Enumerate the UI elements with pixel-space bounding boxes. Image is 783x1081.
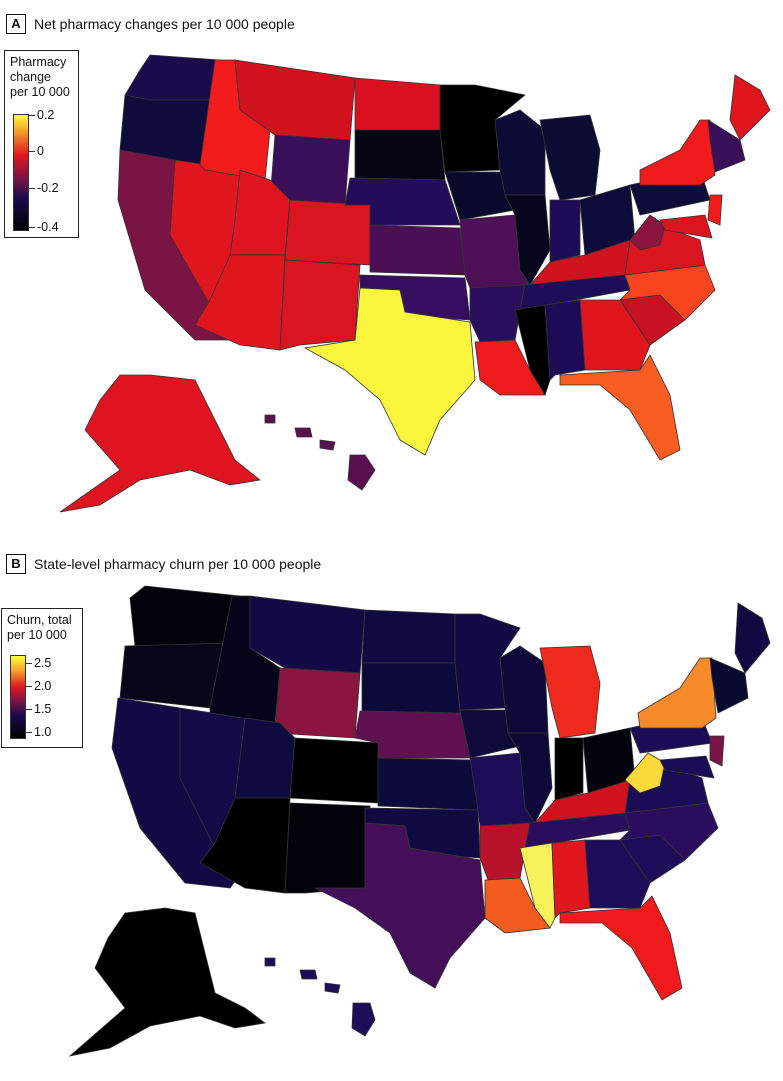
panel-b-title: State-level pharmacy churn per 10 000 pe… (34, 556, 322, 572)
state-ME (729, 74, 771, 141)
state-SD (361, 662, 461, 714)
island-HI-1 (264, 957, 276, 967)
legend-a-colorbar (13, 114, 29, 231)
state-NC (618, 802, 719, 861)
state-FL (559, 354, 681, 461)
legend-b-title-line: per 10 000 (7, 628, 67, 642)
state-TX (303, 287, 476, 456)
state-WV (624, 752, 666, 794)
state-MS (519, 842, 556, 929)
states-b (68, 585, 771, 1057)
states-a (59, 54, 771, 513)
state-AL (551, 839, 591, 919)
state-KS (369, 224, 466, 276)
legend-a-tick: -0.4 (29, 220, 59, 234)
state-WA (129, 585, 241, 647)
state-NJ (707, 194, 723, 226)
island-HI-1 (264, 414, 276, 424)
legend-b-colorbar (10, 655, 26, 739)
state-GA (584, 839, 651, 909)
state-WY (274, 667, 361, 739)
legend-a-title-line: Pharmacy (10, 55, 67, 69)
panel-a-header: A Net pharmacy changes per 10 000 people (6, 14, 295, 34)
state-MI (539, 114, 601, 201)
state-AL (544, 299, 586, 381)
state-MD (659, 755, 715, 779)
state-MD (659, 214, 713, 239)
state-NC (618, 264, 716, 321)
legend-b-tick: 2.0 (25, 679, 52, 693)
panel-net-pharmacy-changes: A Net pharmacy changes per 10 000 people (0, 0, 783, 530)
state-CO (284, 199, 371, 266)
legend-a-title-line: per 10 000 (10, 85, 70, 99)
legend-a-tick: 0 (29, 144, 44, 158)
island-HI-3 (324, 982, 341, 994)
state-FL (559, 895, 683, 1001)
state-IN (554, 737, 584, 801)
legend-a-tick: -0.2 (29, 181, 59, 195)
state-IN (549, 199, 581, 263)
state-WI (499, 645, 549, 734)
legend-b-title: Churn, total per 10 000 (7, 613, 72, 643)
state-HI (351, 1002, 376, 1037)
state-ME (734, 602, 771, 674)
us-map-churn (68, 585, 771, 1057)
legend-b-tick: 2.5 (25, 656, 52, 670)
state-ND (361, 609, 456, 664)
legend-b-tick: 1.0 (25, 725, 52, 739)
state-newengland (707, 119, 746, 173)
panel-b-header: B State-level pharmacy churn per 10 000 … (6, 554, 321, 574)
legend-a-title-line: change (10, 70, 52, 84)
state-MS (514, 304, 551, 396)
state-MI (539, 645, 601, 739)
island-HI-3 (319, 439, 336, 451)
state-WI (494, 109, 546, 196)
state-newengland (709, 657, 749, 714)
state-AZ (194, 254, 286, 351)
state-NY (639, 119, 716, 186)
state-NY (637, 657, 717, 729)
state-TX (314, 822, 486, 989)
state-UT (234, 717, 296, 799)
state-ND (354, 77, 441, 131)
panel-b-letter: B (6, 554, 26, 574)
state-KS (377, 757, 479, 811)
state-AK (68, 907, 266, 1057)
island-HI-2 (294, 427, 313, 438)
legend-b-tick: 1.5 (25, 702, 52, 716)
panel-a-title: Net pharmacy changes per 10 000 people (34, 16, 295, 32)
state-AK (59, 374, 261, 513)
legend-net-change: Pharmacy change per 10 000 0.2 0 -0.2 -0… (4, 50, 79, 238)
state-WV (629, 214, 666, 251)
state-WA (124, 54, 221, 101)
state-NM (279, 259, 361, 351)
legend-b-title-line: Churn, total (7, 613, 72, 627)
us-map-net-change (59, 54, 771, 513)
state-SD (354, 129, 446, 181)
state-CO (289, 737, 381, 804)
state-GA (579, 299, 651, 371)
legend-churn: Churn, total per 10 000 2.5 2.0 1.5 1.0 (1, 608, 83, 748)
legend-a-title: Pharmacy change per 10 000 (10, 55, 70, 100)
panel-pharmacy-churn: B State-level pharmacy churn per 10 000 … (0, 548, 783, 1081)
island-HI-2 (299, 969, 318, 980)
state-NJ (709, 735, 725, 767)
panel-a-letter: A (6, 14, 26, 34)
legend-a-tick: 0.2 (28, 108, 55, 122)
state-NM (284, 802, 371, 894)
state-HI (347, 454, 376, 491)
